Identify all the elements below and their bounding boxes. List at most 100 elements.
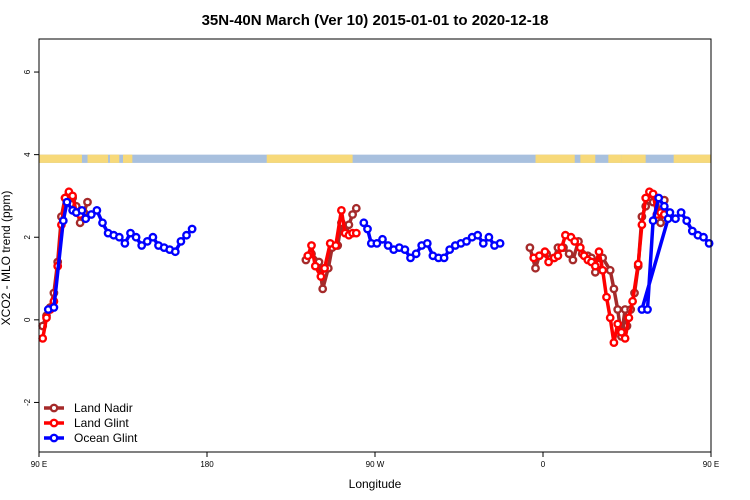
x-axis-label: Longitude xyxy=(349,477,402,491)
data-point xyxy=(400,245,410,255)
data-point xyxy=(699,232,708,242)
data-point xyxy=(641,193,651,203)
data-point xyxy=(131,232,141,242)
data-point xyxy=(439,253,449,263)
data-point xyxy=(320,263,329,273)
y-tick-label: 4 xyxy=(23,152,32,157)
data-point xyxy=(75,218,85,228)
land-ocean-band xyxy=(39,154,711,163)
data-point xyxy=(68,191,78,201)
data-point xyxy=(671,214,680,224)
land-segment-2 xyxy=(109,154,120,163)
data-point xyxy=(473,230,483,240)
data-point xyxy=(406,253,415,263)
land-segment-9 xyxy=(673,154,711,163)
legend-entry: Land Glint xyxy=(44,416,129,430)
data-point xyxy=(77,205,87,215)
data-point xyxy=(605,265,615,275)
chart-title: 35N-40N March (Ver 10) 2015-01-01 to 202… xyxy=(202,12,549,29)
data-point xyxy=(637,220,647,230)
data-point xyxy=(643,305,652,314)
land-segment-5 xyxy=(535,154,575,163)
data-point xyxy=(170,247,180,257)
land-segment-1 xyxy=(87,154,109,163)
data-point xyxy=(62,197,72,207)
data-point xyxy=(648,189,658,199)
data-point xyxy=(372,238,382,248)
series-layer xyxy=(38,187,714,347)
data-point xyxy=(310,261,320,271)
data-point xyxy=(534,251,544,261)
data-point xyxy=(613,319,623,329)
y-tick-label: 2 xyxy=(23,234,32,239)
data-point xyxy=(83,197,92,207)
data-point xyxy=(665,208,675,217)
data-point xyxy=(525,243,535,253)
data-point xyxy=(92,205,102,215)
data-point xyxy=(176,236,186,246)
land-segment-4 xyxy=(266,154,353,163)
data-point xyxy=(348,210,357,219)
data-point xyxy=(351,203,361,213)
land-segment-7 xyxy=(608,154,622,163)
data-point xyxy=(484,232,494,242)
data-point xyxy=(540,247,550,257)
data-point xyxy=(617,327,626,337)
legend-marker xyxy=(49,418,59,428)
x-axis: 90 E 180 90 W 0 90 E xyxy=(31,452,719,469)
data-point xyxy=(462,236,471,246)
data-point xyxy=(148,232,158,242)
data-point xyxy=(316,272,326,281)
data-point xyxy=(182,230,191,240)
legend-marker xyxy=(49,403,59,413)
data-point xyxy=(318,284,328,294)
x-tick-label: 180 xyxy=(200,460,214,469)
data-point xyxy=(38,333,48,343)
data-point xyxy=(42,313,51,323)
data-point xyxy=(378,234,387,244)
data-point xyxy=(544,257,553,267)
data-point xyxy=(411,249,421,259)
data-point xyxy=(553,251,563,261)
legend-entry: Land Nadir xyxy=(44,401,133,415)
x-tick-label: 90 W xyxy=(366,460,385,469)
data-point xyxy=(628,296,637,306)
data-point xyxy=(58,216,68,226)
data-point xyxy=(126,228,135,238)
data-point xyxy=(570,236,580,246)
data-point xyxy=(86,210,96,219)
data-point xyxy=(359,218,369,228)
data-point xyxy=(307,241,316,250)
data-point xyxy=(137,241,147,250)
data-point xyxy=(620,333,630,343)
land-segment-8 xyxy=(621,154,646,163)
data-point xyxy=(605,313,615,323)
data-point xyxy=(590,261,600,271)
series-line xyxy=(47,200,194,312)
data-point xyxy=(120,238,130,248)
data-point xyxy=(336,205,346,215)
data-point xyxy=(654,193,664,203)
data-point xyxy=(648,216,658,226)
data-point xyxy=(656,218,665,228)
data-point xyxy=(609,338,619,347)
data-point xyxy=(598,265,608,275)
data-point xyxy=(351,228,361,238)
series-ocean-glint xyxy=(43,193,714,314)
data-point xyxy=(81,214,91,224)
data-point xyxy=(602,292,611,302)
data-point xyxy=(687,226,697,236)
data-point xyxy=(575,243,585,253)
y-axis-label: XCO2 - MLO trend (ppm) xyxy=(0,191,13,326)
data-point xyxy=(564,249,574,259)
data-point xyxy=(609,284,619,294)
data-point xyxy=(142,236,152,246)
data-point xyxy=(568,255,578,265)
x-tick-label: 0 xyxy=(541,460,546,469)
data-point xyxy=(478,238,488,248)
data-point xyxy=(495,238,505,248)
data-point xyxy=(676,208,686,217)
data-point xyxy=(383,241,393,250)
